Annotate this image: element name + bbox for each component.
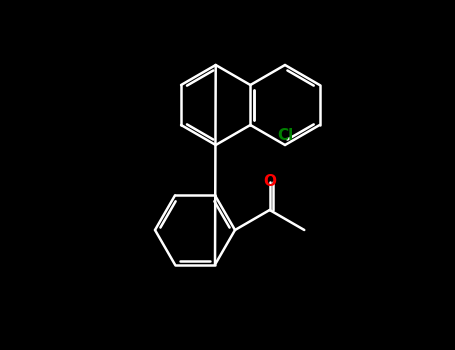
- Text: Cl: Cl: [277, 128, 293, 143]
- Text: O: O: [263, 175, 276, 189]
